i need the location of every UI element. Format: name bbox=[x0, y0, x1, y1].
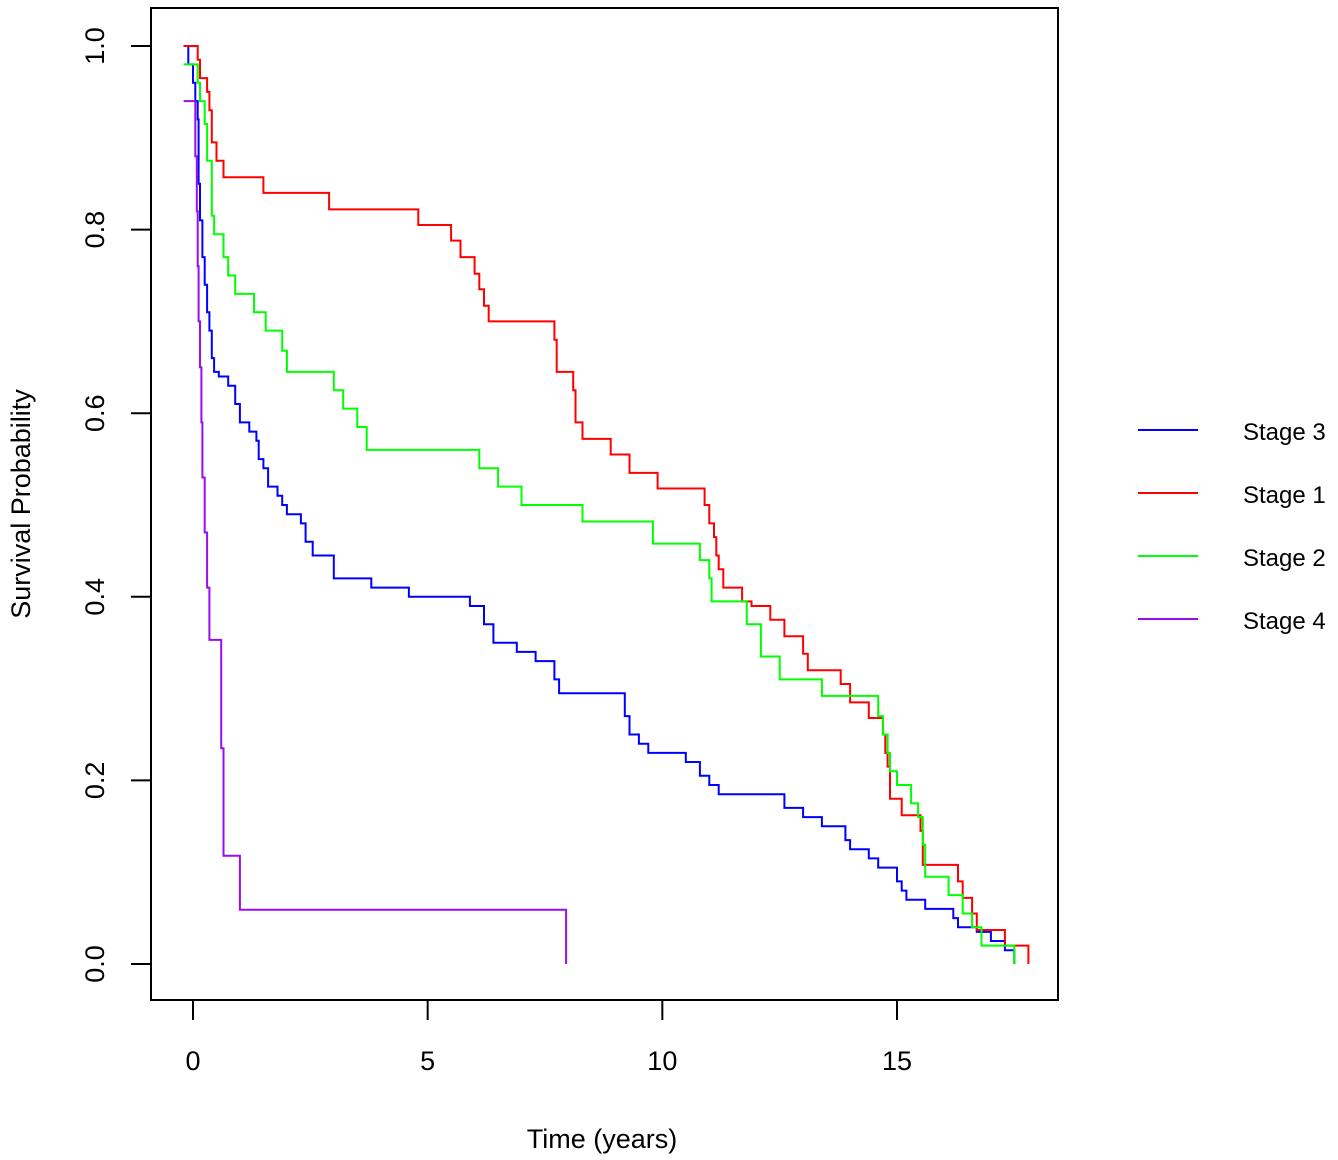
legend: Stage 3 Stage 1 Stage 2 Stage 4 bbox=[1138, 419, 1326, 635]
legend-item: Stage 1 bbox=[1138, 482, 1326, 509]
legend-label: Stage 4 bbox=[1243, 608, 1326, 635]
x-tick-label: 10 bbox=[647, 1046, 677, 1076]
y-tick-label: 0.8 bbox=[80, 211, 110, 249]
legend-item: Stage 2 bbox=[1138, 545, 1326, 572]
y-tick-label: 1.0 bbox=[80, 27, 110, 65]
legend-label: Stage 1 bbox=[1243, 482, 1326, 509]
series-line-stage-4 bbox=[183, 100, 568, 964]
y-tick-label: 0.2 bbox=[80, 762, 110, 800]
series-line-stage-3 bbox=[183, 45, 1016, 964]
plot-frame bbox=[150, 7, 1059, 1001]
series-line-stage-1 bbox=[183, 45, 1030, 964]
legend-item: Stage 4 bbox=[1138, 608, 1326, 635]
legend-label: Stage 2 bbox=[1243, 545, 1326, 572]
x-axis-title: Time (years) bbox=[527, 1124, 678, 1154]
x-tick-label: 15 bbox=[882, 1046, 912, 1076]
x-tick-label: 5 bbox=[420, 1046, 435, 1076]
x-tick-label: 0 bbox=[185, 1046, 200, 1076]
y-axis-title: Survival Probability bbox=[6, 389, 36, 619]
x-axis: 0 5 10 15 bbox=[185, 1000, 912, 1076]
series-line-stage-2 bbox=[183, 63, 1016, 964]
y-tick-label: 0.0 bbox=[80, 945, 110, 983]
legend-item: Stage 3 bbox=[1138, 419, 1326, 446]
legend-label: Stage 3 bbox=[1243, 419, 1326, 446]
y-tick-label: 0.6 bbox=[80, 394, 110, 432]
y-tick-label: 0.4 bbox=[80, 578, 110, 616]
y-axis: 0.0 0.2 0.4 0.6 0.8 1.0 bbox=[80, 27, 151, 983]
series-layer bbox=[183, 45, 1030, 964]
